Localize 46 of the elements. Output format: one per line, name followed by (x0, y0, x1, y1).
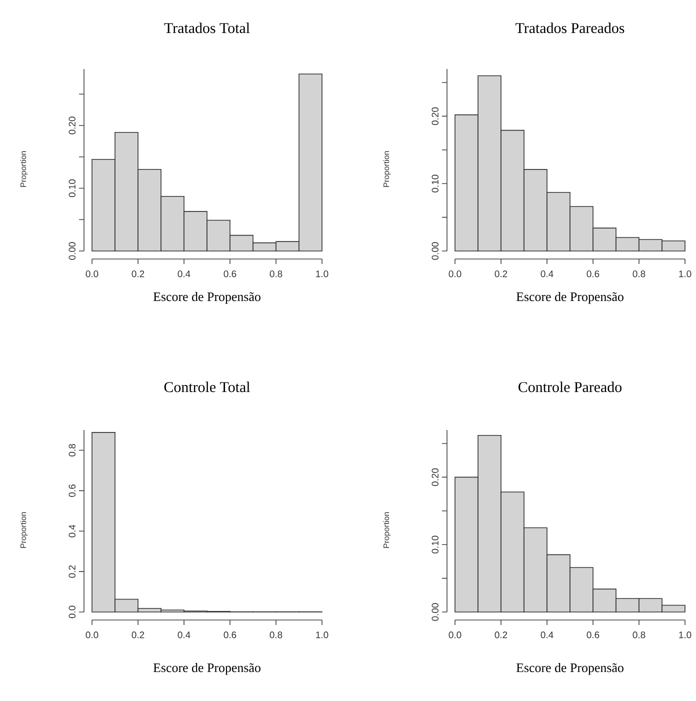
x-axis-title: Escore de Propensão (153, 663, 260, 675)
y-tick-label: 0.4 (68, 524, 76, 538)
x-axis-title: Escore de Propensão (516, 663, 624, 675)
y-tick-label: 0.20 (432, 107, 438, 126)
x-tick-label: 0.0 (448, 632, 462, 638)
x-tick-label: 0.0 (86, 270, 98, 278)
x-tick-label: 0.0 (86, 632, 98, 638)
x-tick-label: 0.2 (132, 632, 144, 638)
x-tick-label: 0.6 (586, 270, 600, 278)
x-axis-title: Escore de Propensão (516, 292, 624, 304)
y-tick-label: 0.6 (68, 484, 76, 497)
x-tick-label: 0.8 (270, 270, 282, 278)
x-tick-label: 1.0 (679, 270, 692, 278)
y-tick-label: 0.00 (68, 242, 76, 260)
x-tick-label: 1.0 (316, 632, 328, 638)
x-axis-title: Escore de Propensão (153, 292, 260, 304)
y-tick-label: 0.0 (68, 606, 76, 618)
y-tick-label: 0.20 (432, 468, 438, 486)
x-tick-label: 0.2 (494, 632, 508, 638)
x-tick-label: 0.4 (540, 270, 554, 278)
y-tick-label: 0.10 (68, 179, 76, 198)
y-tick-label: 0.00 (432, 603, 438, 621)
y-tick-label: 0.00 (432, 242, 438, 260)
x-tick-label: 0.4 (540, 632, 554, 638)
x-tick-label: 0.2 (132, 270, 144, 278)
x-tick-label: 0.2 (494, 270, 508, 278)
x-tick-label: 1.0 (679, 632, 692, 638)
x-tick-label: 0.4 (178, 632, 190, 638)
x-tick-label: 0.6 (224, 632, 236, 638)
x-tick-label: 0.8 (632, 270, 646, 278)
x-tick-label: 0.8 (270, 632, 282, 638)
y-tick-label: 0.10 (432, 174, 438, 192)
y-tick-label: 0.2 (68, 565, 76, 578)
x-tick-label: 0.8 (632, 632, 646, 638)
x-tick-label: 0.0 (448, 270, 462, 278)
x-tick-label: 0.6 (224, 270, 236, 278)
x-tick-label: 0.4 (178, 270, 190, 278)
y-tick-label: 0.8 (68, 444, 76, 456)
chart-title: Tratados Total (164, 22, 250, 34)
x-tick-label: 0.6 (586, 632, 600, 638)
y-tick-label: 0.10 (432, 536, 438, 554)
chart-title: Tratados Pareados (516, 22, 624, 34)
y-tick-label: 0.20 (68, 116, 76, 134)
x-tick-label: 1.0 (316, 270, 328, 278)
chart-title: Controle Total (164, 382, 250, 392)
chart-title: Controle Pareado (518, 382, 622, 392)
